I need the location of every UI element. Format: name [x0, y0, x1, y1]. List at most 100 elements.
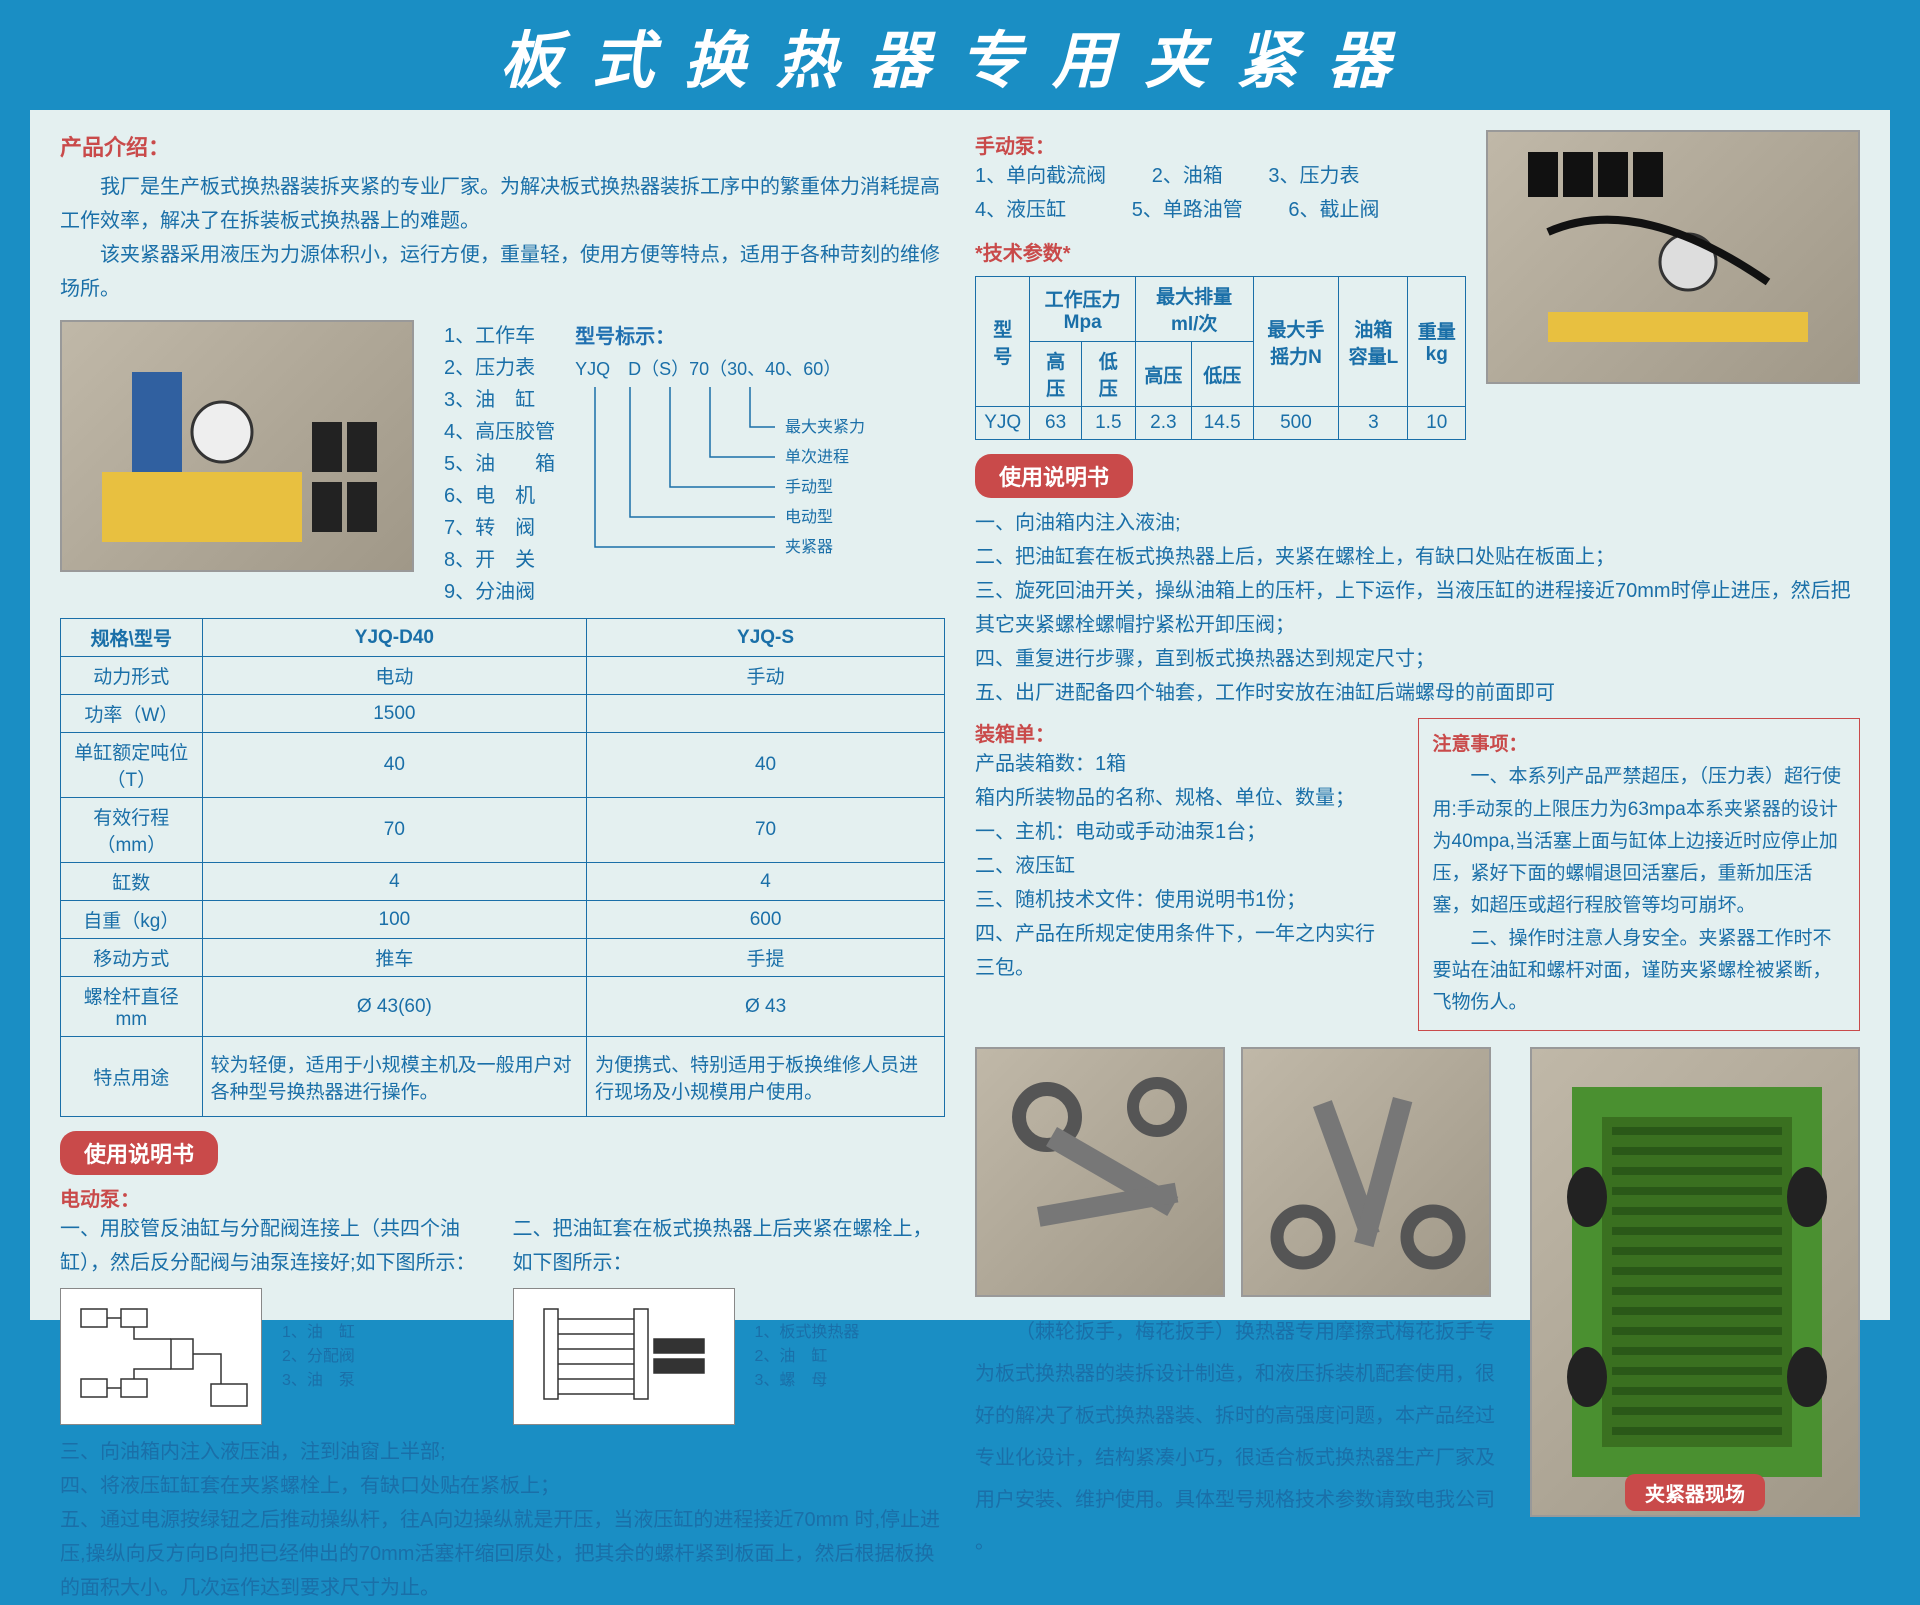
wrench-photo-1: [975, 1047, 1225, 1297]
wrench-icon: [977, 1047, 1223, 1297]
manual-pill-left: 使用说明书: [60, 1131, 218, 1175]
pk5: 四、产品在所规定使用条件下，一年之内实行三包。: [975, 917, 1388, 985]
dl: 1、板式换热器: [755, 1321, 860, 1345]
part-4: 4、高压胶管: [444, 416, 555, 448]
step1: 一、用胶管反油缸与分配阀连接上（共四个油缸），然后反分配阀与油泵连接好;如下图所…: [60, 1212, 493, 1280]
c: 动力形式: [61, 657, 203, 695]
c: 推车: [202, 939, 586, 977]
ml-3: 电动型: [785, 508, 833, 526]
c: 600: [587, 901, 945, 939]
ml-0: 最大夹紧力: [785, 418, 865, 436]
pk3: 二、液压缸: [975, 849, 1388, 883]
c: 电动: [202, 657, 586, 695]
hp: 5、单路油管: [1132, 199, 1243, 221]
dl: 3、螺 母: [755, 1369, 860, 1393]
c: 70: [202, 798, 586, 863]
content-panel: 产品介绍： 我厂是生产板式换热器装拆夹紧的专业厂家。为解决板式换热器装拆工序中的…: [30, 110, 1890, 1320]
c: 为便携式、特别适用于板换维修人员进行现场及小规模用户使用。: [587, 1037, 945, 1117]
part-7: 7、转 阀: [444, 512, 555, 544]
packing-title: 装箱单：: [975, 718, 1388, 747]
step5: 五、通过电源按绿钮之后推动操纵杆，往A向边操纵就是开压，当液压缸的进程接近70m…: [60, 1503, 945, 1605]
step2: 二、把油缸套在板式换热器上后夹紧在螺栓上，如下图所示：: [513, 1212, 946, 1280]
c: 4: [587, 863, 945, 901]
hp: 6、截止阀: [1288, 199, 1379, 221]
c: Ø 43: [587, 977, 945, 1037]
ml-4: 夹紧器: [785, 538, 833, 556]
parts-list: 1、工作车 2、压力表 3、油 缸 4、高压胶管 5、油 箱 6、电 机 7、转…: [444, 320, 555, 608]
hand-pump-icon: [1488, 132, 1858, 382]
c: 特点用途: [61, 1037, 203, 1117]
hp: 2、油箱: [1152, 165, 1223, 187]
left-column: 产品介绍： 我厂是生产板式换热器装拆夹紧的专业厂家。为解决板式换热器装拆工序中的…: [60, 130, 945, 1290]
hp: 3、压力表: [1268, 165, 1359, 187]
td: 14.5: [1191, 407, 1253, 440]
caution-box: 注意事项： 一、本系列产品严禁超压，（压力表）超行使用:手动泵的上限压力为63m…: [1418, 718, 1861, 1031]
c: 螺栓杆直径mm: [61, 977, 203, 1037]
th: 最大排量ml/次: [1135, 277, 1253, 342]
product-photo-electric: [60, 320, 414, 572]
td: 10: [1408, 407, 1466, 440]
ml-1: 单次进程: [785, 448, 849, 466]
model-code: YJQ D（S）70（30、40、60）: [575, 355, 945, 381]
th: 重量kg: [1408, 277, 1466, 407]
site-photo: [1530, 1047, 1860, 1517]
td: 2.3: [1135, 407, 1191, 440]
c: 100: [202, 901, 586, 939]
step4: 四、将液压缸缸套在夹紧螺栓上，有缺口处贴在紧板上；: [60, 1469, 945, 1503]
c: 手动: [587, 657, 945, 695]
th: 型号: [976, 277, 1030, 407]
tech-param-label: *技术参数*: [975, 237, 1466, 266]
right-column: 手动泵： 1、单向截流阀 2、油箱 3、压力表 4、液压缸 5、单路油管 6、截…: [975, 130, 1860, 1290]
th: 油箱容量L: [1339, 277, 1408, 407]
model-diagram: 型号标示： YJQ D（S）70（30、40、60） 最大夹紧力 单次进程 手动…: [575, 320, 945, 592]
mstep2: 二、把油缸套在板式换热器上后，夹紧在螺栓上，有缺口处贴在板面上；: [975, 540, 1860, 574]
model-bracket-icon: 最大夹紧力 单次进程 手动型 电动型 夹紧器: [575, 387, 895, 587]
c: 有效行程（mm）: [61, 798, 203, 863]
manual-pill-right: 使用说明书: [975, 454, 1133, 498]
part-2: 2、压力表: [444, 352, 555, 384]
hp: 4、液压缸: [975, 199, 1066, 221]
hand-pump-label: 手动泵：: [975, 130, 1466, 159]
td: 63: [1030, 407, 1081, 440]
tech-table: 型号 工作压力Mpa 最大排量ml/次 最大手摇力N 油箱容量L 重量kg 高压…: [975, 276, 1466, 440]
spec-table: 规格\型号 YJQ-D40 YJQ-S 动力形式电动手动 功率（W）1500 单…: [60, 618, 945, 1117]
hand-parts: 1、单向截流阀 2、油箱 3、压力表 4、液压缸 5、单路油管 6、截止阀: [975, 159, 1466, 227]
caution-title: 注意事项：: [1433, 729, 1846, 761]
th: 高压: [1030, 342, 1081, 407]
c: [587, 695, 945, 733]
c: 1500: [202, 695, 586, 733]
pump-icon: [62, 322, 412, 570]
c: 40: [202, 733, 586, 798]
c: 单缸额定吨位（T）: [61, 733, 203, 798]
th: 低压: [1191, 342, 1253, 407]
part-9: 9、分油阀: [444, 576, 555, 608]
site-photo-wrap: 夹紧器现场: [1530, 1047, 1860, 1517]
c: 40: [587, 733, 945, 798]
c: 较为轻便，适用于小规模主机及一般用户对各种型号换热器进行操作。: [202, 1037, 586, 1117]
pk4: 三、随机技术文件：使用说明书1份；: [975, 883, 1388, 917]
pk1: 箱内所装物品的名称、规格、单位、数量；: [975, 781, 1388, 815]
intro-p2: 该夹紧器采用液压为力源体积小，运行方便，重量轻，使用方便等特点，适用于各种苛刻的…: [60, 238, 945, 306]
td: YJQ: [976, 407, 1030, 440]
intro-p1: 我厂是生产板式换热器装拆夹紧的专业厂家。为解决板式换热器装拆工序中的繁重体力消耗…: [60, 170, 945, 238]
hp: 1、单向截流阀: [975, 165, 1106, 187]
part-3: 3、油 缸: [444, 384, 555, 416]
spec-h2: YJQ-S: [587, 619, 945, 657]
c: 4: [202, 863, 586, 901]
th: 高压: [1135, 342, 1191, 407]
th: 最大手摇力N: [1253, 277, 1339, 407]
part-5: 5、油 箱: [444, 448, 555, 480]
page: 板式换热器专用夹紧器 产品介绍： 我厂是生产板式换热器装拆夹紧的专业厂家。为解决…: [0, 0, 1920, 1357]
site-label: 夹紧器现场: [1625, 1474, 1765, 1511]
spec-h0: 规格\型号: [61, 619, 203, 657]
mstep5: 五、出厂进配备四个轴套，工作时安放在油缸后端螺母的前面即可: [975, 676, 1860, 710]
pk2: 一、主机：电动或手动油泵1台；: [975, 815, 1388, 849]
td: 1.5: [1081, 407, 1135, 440]
part-1: 1、工作车: [444, 320, 555, 352]
mstep4: 四、重复进行步骤，直到板式换热器达到规定尺寸；: [975, 642, 1860, 676]
c: 缸数: [61, 863, 203, 901]
dl: 1、油 缸: [282, 1321, 355, 1345]
c: 功率（W）: [61, 695, 203, 733]
page-title: 板式换热器专用夹紧器: [0, 0, 1920, 110]
electric-pump-label: 电动泵：: [60, 1183, 945, 1212]
